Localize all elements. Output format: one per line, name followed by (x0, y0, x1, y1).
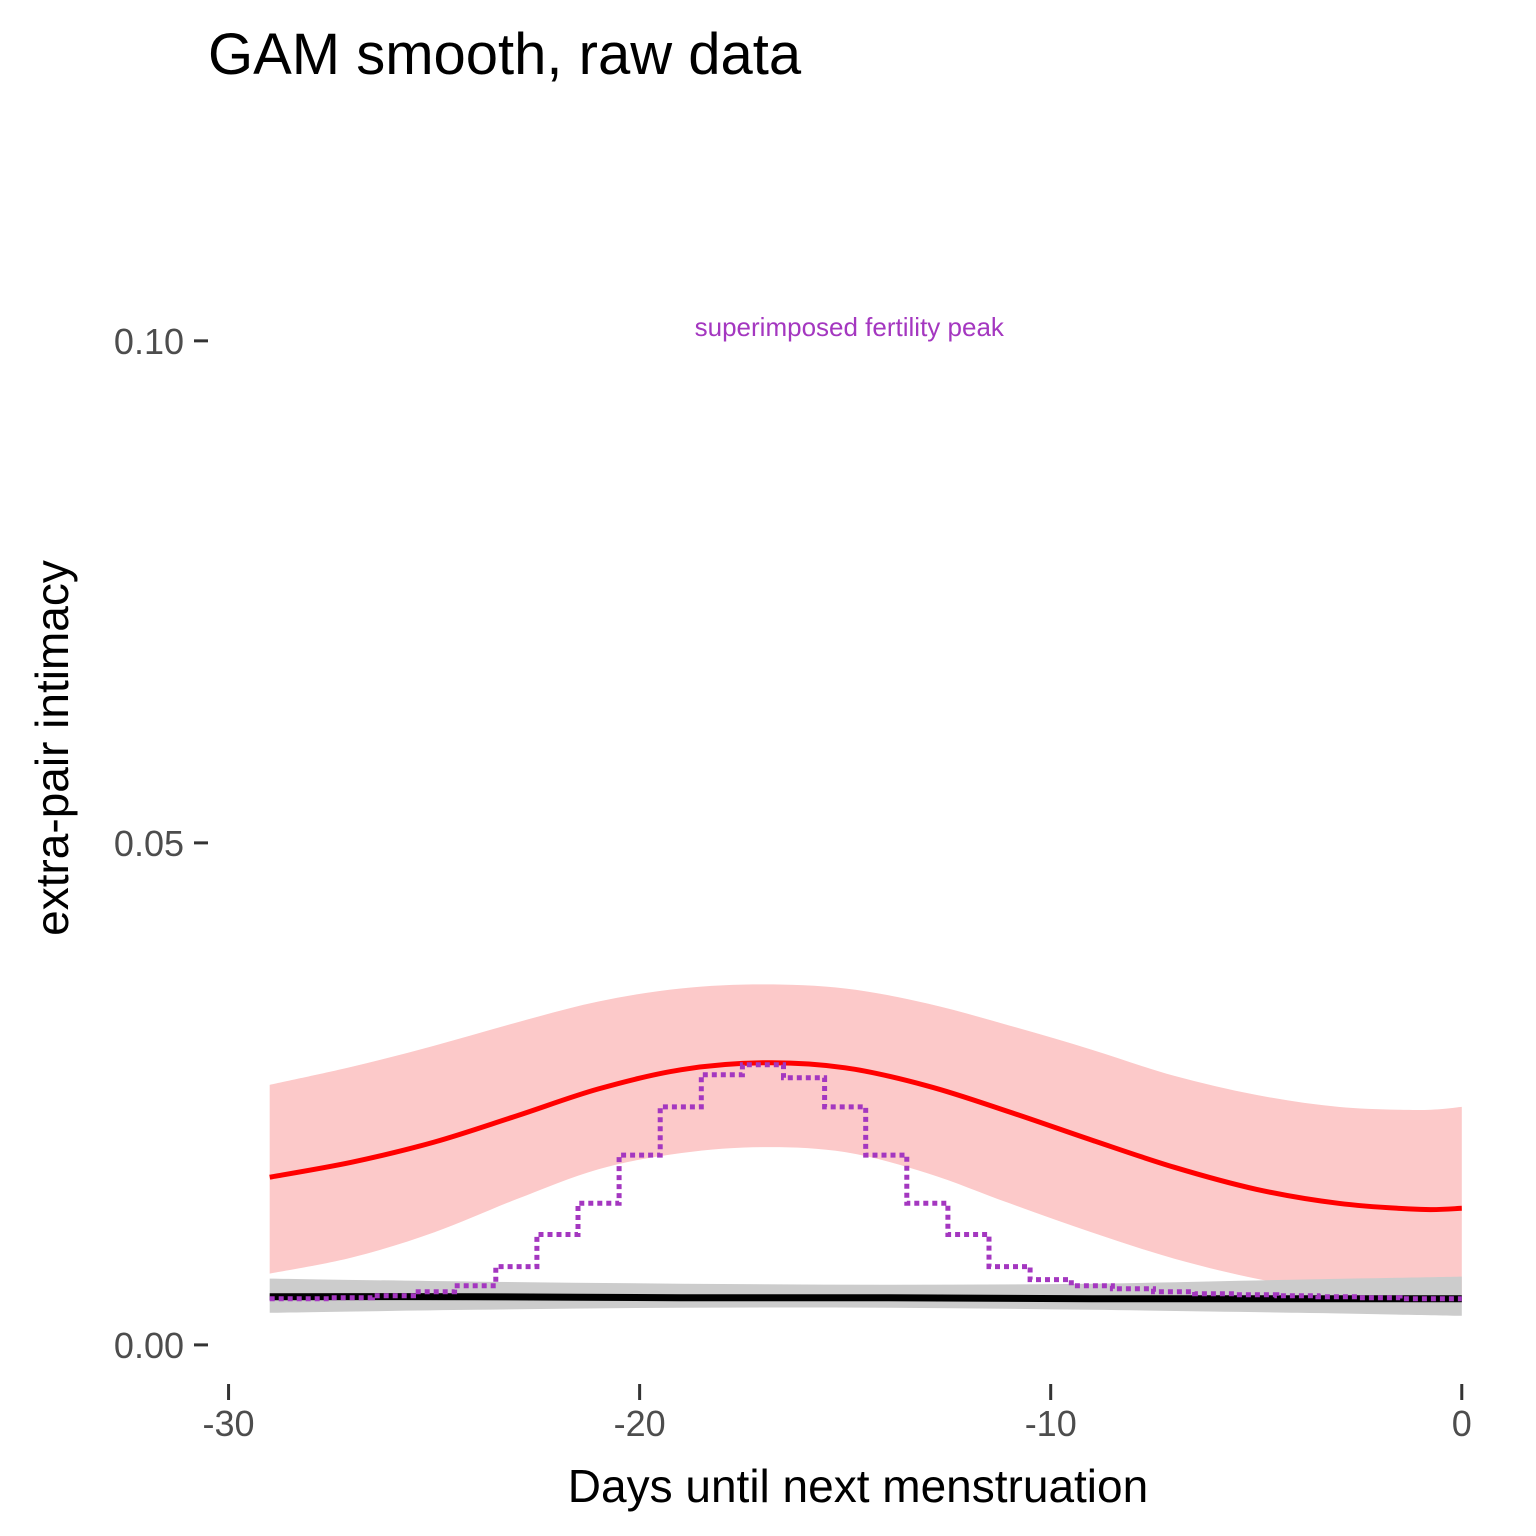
x-tick-label: -20 (614, 1403, 666, 1444)
confidence-bands (269, 984, 1462, 1316)
x-tick-label: 0 (1452, 1403, 1472, 1444)
chart-title: GAM smooth, raw data (208, 22, 802, 87)
y-tick-label: 0.00 (114, 1325, 184, 1366)
y-axis-title: extra-pair intimacy (26, 560, 78, 936)
y-tick-label: 0.10 (114, 321, 184, 362)
x-tick-label: -30 (203, 1403, 255, 1444)
x-axis-title: Days until next menstruation (568, 1460, 1148, 1512)
y-tick-label: 0.05 (114, 823, 184, 864)
x-tick-label: -10 (1025, 1403, 1077, 1444)
smooth-line-1 (269, 1293, 1462, 1303)
series-lines (269, 1060, 1462, 1303)
axes: -30 -20 -10 0 0.00 0.05 0.10 (114, 321, 1472, 1444)
fertility-peak-annotation: superimposed fertility peak (695, 312, 1005, 342)
smooth-line-0 (269, 1060, 1462, 1213)
